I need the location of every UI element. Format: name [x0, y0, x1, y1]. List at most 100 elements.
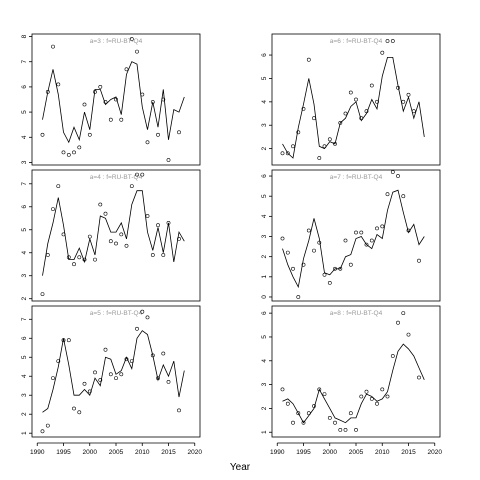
panel-title: a=3 : f=RU-BT-Q4	[90, 38, 143, 45]
data-point	[333, 420, 337, 425]
y-tick-label: 2	[21, 297, 28, 301]
data-point	[156, 132, 160, 137]
data-point	[312, 248, 316, 253]
data-point	[306, 57, 311, 62]
panel-frame	[31, 33, 201, 166]
data-point	[161, 253, 166, 257]
y-tick-label: 6	[21, 205, 28, 209]
data-point	[348, 262, 353, 267]
data-point	[156, 376, 160, 381]
data-point	[380, 224, 385, 229]
data-point	[343, 238, 348, 243]
panel-frame	[271, 305, 441, 438]
data-point	[385, 39, 390, 43]
panel-frame	[271, 169, 441, 302]
y-tick-label: 2	[261, 406, 268, 410]
data-point	[338, 266, 343, 271]
data-point	[150, 100, 155, 104]
y-tick-label: 7	[21, 317, 28, 321]
fit-line	[282, 189, 425, 289]
data-point	[135, 326, 139, 331]
data-point	[150, 253, 155, 257]
data-point	[296, 130, 301, 135]
fit-line	[42, 61, 185, 144]
data-point	[380, 387, 385, 392]
data-point	[56, 82, 61, 87]
y-tick-label: 1	[261, 275, 268, 279]
x-tick-label: 2015	[401, 449, 416, 456]
data-point	[177, 408, 181, 413]
data-point	[77, 410, 82, 415]
x-tick-label: 1995	[296, 449, 311, 456]
panel-title: a=8 : f=RU-BT-Q4	[330, 310, 383, 317]
y-tick-label: 4	[21, 374, 28, 378]
data-point	[306, 411, 311, 416]
data-point	[354, 97, 358, 102]
data-point	[140, 92, 145, 97]
data-point	[61, 150, 66, 155]
data-point	[93, 90, 97, 94]
data-point	[322, 392, 327, 397]
data-point	[322, 144, 327, 149]
panel-5: a=5 : f=RU-BT-Q4 1 2 3 4 5 6 7	[21, 305, 201, 438]
data-point	[291, 144, 295, 149]
y-tick-label: 0	[261, 295, 268, 299]
data-point	[327, 137, 332, 142]
data-point	[145, 140, 150, 145]
data-point	[129, 184, 134, 189]
panel-frame	[31, 305, 201, 438]
data-point	[364, 242, 369, 247]
data-point	[145, 214, 150, 218]
data-point	[375, 99, 379, 104]
data-point	[369, 83, 374, 88]
data-point	[417, 258, 421, 263]
data-point	[401, 311, 406, 316]
data-point	[77, 255, 82, 260]
y-tick-label: 1	[261, 430, 268, 434]
data-point	[177, 130, 181, 135]
data-point	[40, 429, 45, 434]
data-point	[66, 255, 71, 260]
data-point	[87, 389, 92, 394]
data-point	[333, 141, 337, 146]
data-point	[327, 280, 332, 285]
data-point	[87, 234, 92, 239]
data-point	[129, 359, 134, 364]
data-point	[145, 315, 150, 320]
data-point	[40, 132, 45, 137]
panel-frame	[271, 33, 441, 166]
data-point	[72, 406, 76, 411]
data-point	[354, 230, 358, 235]
x-tick-label: 1995	[56, 449, 71, 456]
data-point	[364, 389, 369, 394]
y-tick-label: 3	[261, 234, 268, 238]
data-point	[66, 338, 71, 343]
data-point	[135, 49, 139, 54]
y-tick-label: 6	[21, 336, 28, 340]
data-point	[66, 152, 71, 157]
data-point	[364, 109, 369, 114]
data-point	[280, 236, 285, 241]
x-tick-label: 2000	[83, 449, 98, 456]
data-point	[119, 372, 124, 377]
data-point	[327, 415, 332, 420]
y-tick-label: 6	[261, 311, 268, 315]
data-point	[369, 238, 374, 243]
data-point	[103, 211, 108, 216]
panel-4: a=7 : f=RU-BT-Q4 0 1 2 3 4 5 6	[261, 169, 441, 302]
data-point	[317, 387, 322, 392]
data-point	[161, 97, 166, 102]
data-point	[354, 427, 358, 432]
data-point	[177, 236, 181, 241]
data-point	[45, 253, 50, 257]
y-tick-label: 6	[261, 53, 268, 57]
data-point	[333, 266, 337, 271]
data-point	[291, 266, 295, 271]
y-tick-label: 6	[261, 174, 268, 178]
data-point	[401, 194, 406, 199]
data-point	[108, 117, 113, 122]
panel-title: a=4 : f=RU-BT-Q4	[90, 174, 143, 181]
data-point	[56, 184, 61, 189]
data-point	[56, 359, 61, 364]
